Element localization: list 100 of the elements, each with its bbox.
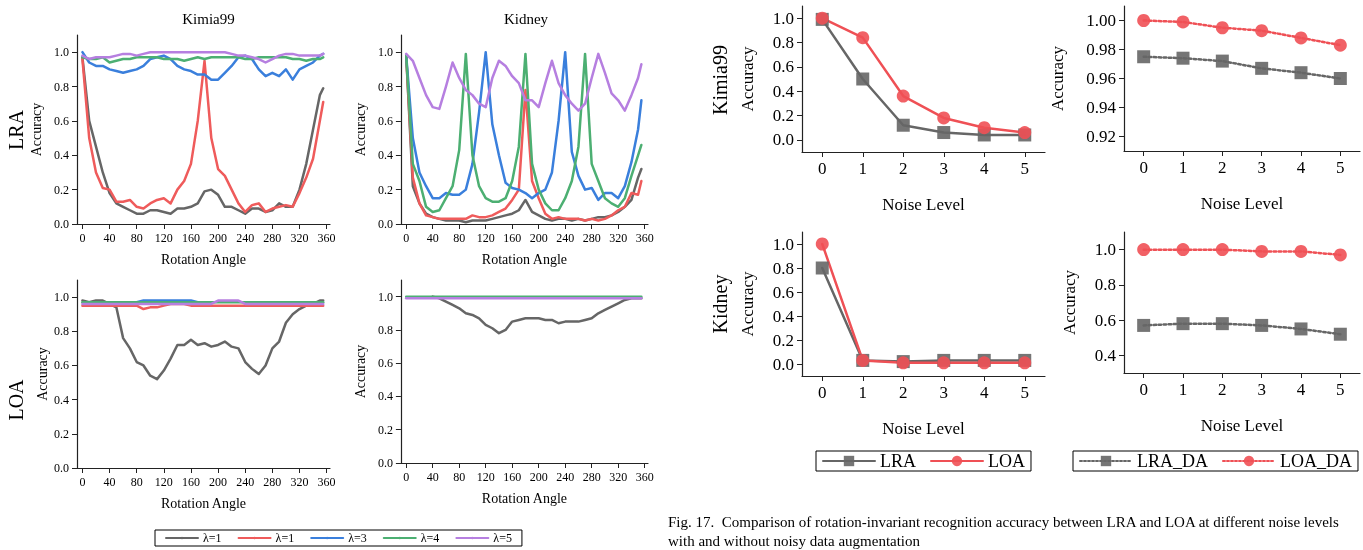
y-tick-label: 0.98 xyxy=(1086,40,1116,59)
x-tick-label: 200 xyxy=(209,231,228,245)
x-tick-label: 320 xyxy=(609,231,628,245)
x-tick-label: 320 xyxy=(290,475,309,489)
x-tick-label: 360 xyxy=(317,475,336,489)
x-tick-label: 0 xyxy=(79,231,86,245)
x-tick-label: 2 xyxy=(899,383,908,402)
y-tick-label: 0.6 xyxy=(1094,310,1116,330)
x-tick-label: 160 xyxy=(503,470,522,484)
y-tick-label: 1.0 xyxy=(377,289,393,304)
y-tick-label: 0.6 xyxy=(54,358,69,373)
x-tick-label: 120 xyxy=(476,231,495,245)
x-tick-label: 2 xyxy=(1218,380,1227,399)
x-axis-title: Noise Level xyxy=(882,195,966,214)
y-tick-label: 0.8 xyxy=(377,79,393,94)
y-tick-label: 0.0 xyxy=(377,217,393,231)
y-tick-label: 1.0 xyxy=(54,45,69,60)
y-tick-label: 1.0 xyxy=(377,45,393,60)
x-tick-label: 240 xyxy=(556,470,575,484)
y-tick-label: 0.4 xyxy=(54,392,69,407)
legend-label: LOA_DA xyxy=(1280,451,1352,471)
y-tick-label: 0.6 xyxy=(377,356,393,371)
y-tick-label: 0.2 xyxy=(377,182,393,197)
x-tick-label: 200 xyxy=(209,475,228,489)
x-tick-label: 1 xyxy=(858,159,867,178)
y-tick-label: 0.8 xyxy=(772,258,794,278)
y-tick-label: 0.4 xyxy=(772,306,795,326)
y-tick-label: 0.2 xyxy=(377,422,393,437)
x-axis-title: Noise Level xyxy=(1200,416,1284,435)
y-tick-label: 0.8 xyxy=(54,324,69,339)
y-tick-label: 1.0 xyxy=(54,290,69,305)
text: Kidney xyxy=(709,274,732,334)
y-tick-label: 0.4 xyxy=(54,148,69,163)
y-tick-label: 0.0 xyxy=(772,130,794,150)
legend-label: λ=4 xyxy=(420,531,440,545)
x-axis-title: Rotation Angle xyxy=(160,495,247,511)
x-tick-label: 4 xyxy=(980,159,989,178)
text: LOA xyxy=(5,378,27,421)
x-tick-label: 0 xyxy=(403,231,410,245)
x-axis-title: Noise Level xyxy=(1200,194,1284,213)
text: LRA xyxy=(5,109,27,150)
x-tick-label: 320 xyxy=(609,470,628,484)
y-tick-label: 0.8 xyxy=(54,79,69,94)
y-tick-label: 0.2 xyxy=(772,106,794,125)
x-tick-label: 240 xyxy=(236,475,255,489)
y-tick-label: 0.2 xyxy=(772,330,794,350)
x-tick-label: 280 xyxy=(582,470,601,484)
y-tick-label: 0.2 xyxy=(54,182,69,197)
x-tick-label: 200 xyxy=(529,470,548,484)
y-axis-title: Accuracy xyxy=(1048,45,1067,112)
legend-label: λ=3 xyxy=(348,531,367,545)
x-tick-label: 120 xyxy=(154,475,173,489)
x-tick-label: 3 xyxy=(939,383,948,402)
y-axis-title: Accuracy xyxy=(738,45,757,112)
x-tick-label: 360 xyxy=(635,231,654,245)
y-axis-title: Accuracy xyxy=(352,344,368,399)
legend-label: LRA xyxy=(880,451,916,471)
x-tick-label: 280 xyxy=(263,475,282,489)
x-tick-label: 1 xyxy=(858,383,867,402)
y-tick-label: 0.4 xyxy=(377,148,393,163)
x-tick-label: 0 xyxy=(1139,158,1148,177)
y-tick-label: 0.8 xyxy=(772,33,794,52)
y-axis-title: Accuracy xyxy=(1060,269,1079,336)
x-axis-title: Rotation Angle xyxy=(481,251,568,267)
y-tick-label: 0.2 xyxy=(54,426,69,441)
y-tick-label: 1.00 xyxy=(1086,11,1116,30)
y-tick-label: 0.8 xyxy=(1094,275,1116,295)
x-tick-label: 40 xyxy=(103,475,116,489)
y-tick-label: 0.6 xyxy=(772,57,794,77)
y-tick-label: 0.96 xyxy=(1086,69,1116,88)
x-tick-label: 80 xyxy=(453,470,466,484)
x-tick-label: 240 xyxy=(556,231,575,245)
y-tick-label: 0.0 xyxy=(54,461,69,475)
x-tick-label: 0 xyxy=(1139,380,1148,399)
legend-label: λ=5 xyxy=(493,531,512,545)
x-tick-label: 320 xyxy=(290,231,309,245)
y-tick-label: 0.0 xyxy=(54,217,69,231)
caption: Fig. 17. Comparison of rotation-invariant recognition accuracy between LRA and LOA at different noise levels with and without noisy data augmentation xyxy=(668,513,1343,549)
y-tick-label: 0.4 xyxy=(377,389,393,404)
x-tick-label: 1 xyxy=(1178,158,1188,177)
x-tick-label: 40 xyxy=(426,470,439,484)
x-tick-label: 5 xyxy=(1020,383,1029,402)
x-tick-label: 80 xyxy=(130,475,143,489)
legend-label: λ=1 xyxy=(275,531,295,545)
y-tick-label: 0.8 xyxy=(377,322,393,337)
x-tick-label: 0 xyxy=(818,159,827,178)
x-tick-label: 4 xyxy=(1296,380,1306,399)
x-tick-label: 80 xyxy=(453,231,466,245)
x-tick-label: 5 xyxy=(1336,380,1345,399)
chart-title: Kidney xyxy=(503,10,549,27)
x-tick-label: 120 xyxy=(476,470,495,484)
y-axis-title: Accuracy xyxy=(34,347,50,401)
x-tick-label: 3 xyxy=(1257,158,1266,177)
x-tick-label: 120 xyxy=(154,231,173,245)
y-axis-title: Accuracy xyxy=(28,102,44,157)
y-tick-label: 1.0 xyxy=(1094,240,1116,260)
y-axis-title: Accuracy xyxy=(738,270,757,337)
legend-label: LOA xyxy=(988,451,1025,471)
x-axis-title: Rotation Angle xyxy=(481,490,568,506)
x-tick-label: 0 xyxy=(79,475,86,489)
